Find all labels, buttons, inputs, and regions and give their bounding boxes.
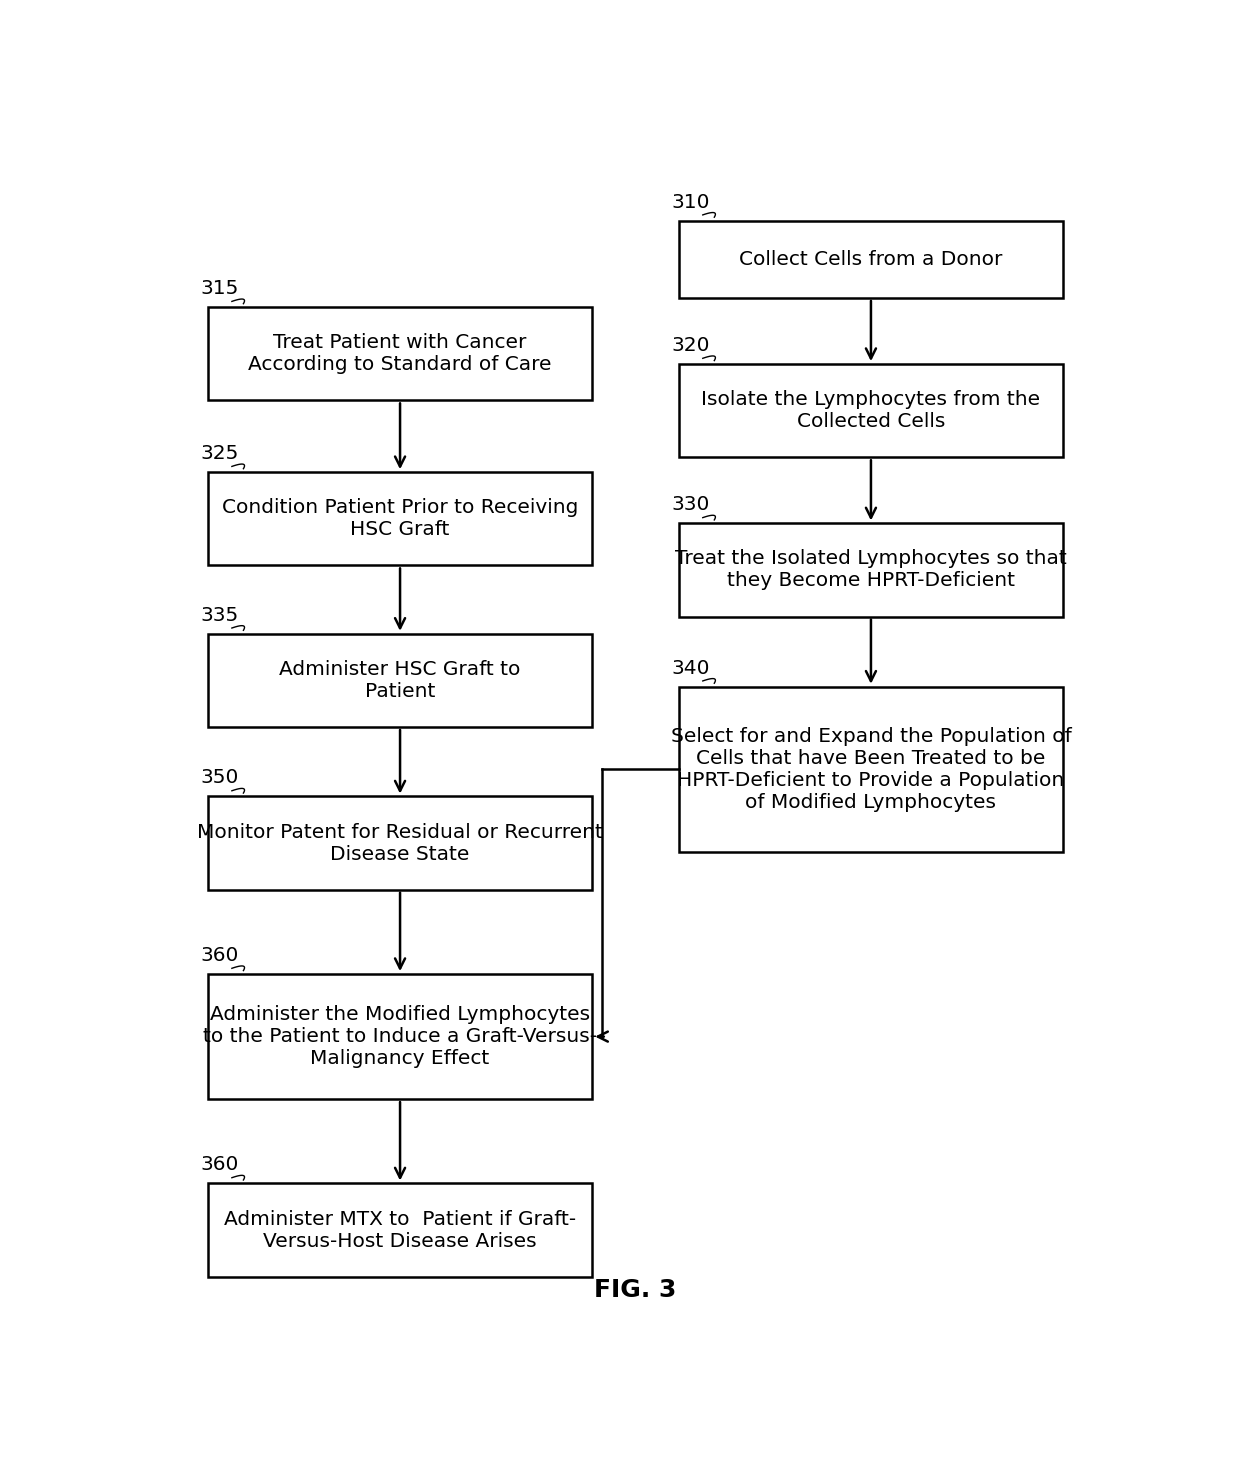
- Text: Select for and Expand the Population of
Cells that have Been Treated to be
HPRT-: Select for and Expand the Population of …: [671, 727, 1071, 811]
- Text: 360: 360: [200, 946, 238, 965]
- Text: 340: 340: [671, 659, 709, 677]
- Text: 320: 320: [671, 336, 709, 355]
- Text: 310: 310: [671, 192, 709, 211]
- FancyBboxPatch shape: [208, 471, 593, 566]
- Text: Administer MTX to  Patient if Graft-
Versus-Host Disease Arises: Administer MTX to Patient if Graft- Vers…: [224, 1209, 577, 1250]
- FancyBboxPatch shape: [678, 523, 1063, 616]
- Text: Treat the Isolated Lymphocytes so that
they Become HPRT-Deficient: Treat the Isolated Lymphocytes so that t…: [675, 550, 1066, 591]
- FancyBboxPatch shape: [208, 307, 593, 401]
- FancyBboxPatch shape: [208, 634, 593, 727]
- Text: Administer HSC Graft to
Patient: Administer HSC Graft to Patient: [279, 659, 521, 701]
- Text: Administer the Modified Lymphocytes
to the Patient to Induce a Graft-Versus-
Mal: Administer the Modified Lymphocytes to t…: [203, 1005, 596, 1069]
- Text: Condition Patient Prior to Receiving
HSC Graft: Condition Patient Prior to Receiving HSC…: [222, 498, 578, 539]
- FancyBboxPatch shape: [678, 220, 1063, 299]
- FancyBboxPatch shape: [208, 797, 593, 890]
- Text: 335: 335: [200, 606, 238, 625]
- Text: Monitor Patent for Residual or Recurrent
Disease State: Monitor Patent for Residual or Recurrent…: [197, 823, 603, 863]
- FancyBboxPatch shape: [678, 687, 1063, 851]
- FancyBboxPatch shape: [208, 1184, 593, 1277]
- Text: FIG. 3: FIG. 3: [594, 1278, 677, 1302]
- Text: 360: 360: [200, 1156, 238, 1175]
- Text: Collect Cells from a Donor: Collect Cells from a Donor: [739, 250, 1003, 269]
- Text: 315: 315: [200, 279, 238, 299]
- Text: 325: 325: [200, 443, 238, 463]
- Text: Treat Patient with Cancer
According to Standard of Care: Treat Patient with Cancer According to S…: [248, 333, 552, 374]
- Text: Isolate the Lymphocytes from the
Collected Cells: Isolate the Lymphocytes from the Collect…: [702, 390, 1040, 432]
- Text: 330: 330: [671, 495, 709, 514]
- Text: 350: 350: [200, 769, 238, 788]
- FancyBboxPatch shape: [208, 974, 593, 1100]
- FancyBboxPatch shape: [678, 364, 1063, 457]
